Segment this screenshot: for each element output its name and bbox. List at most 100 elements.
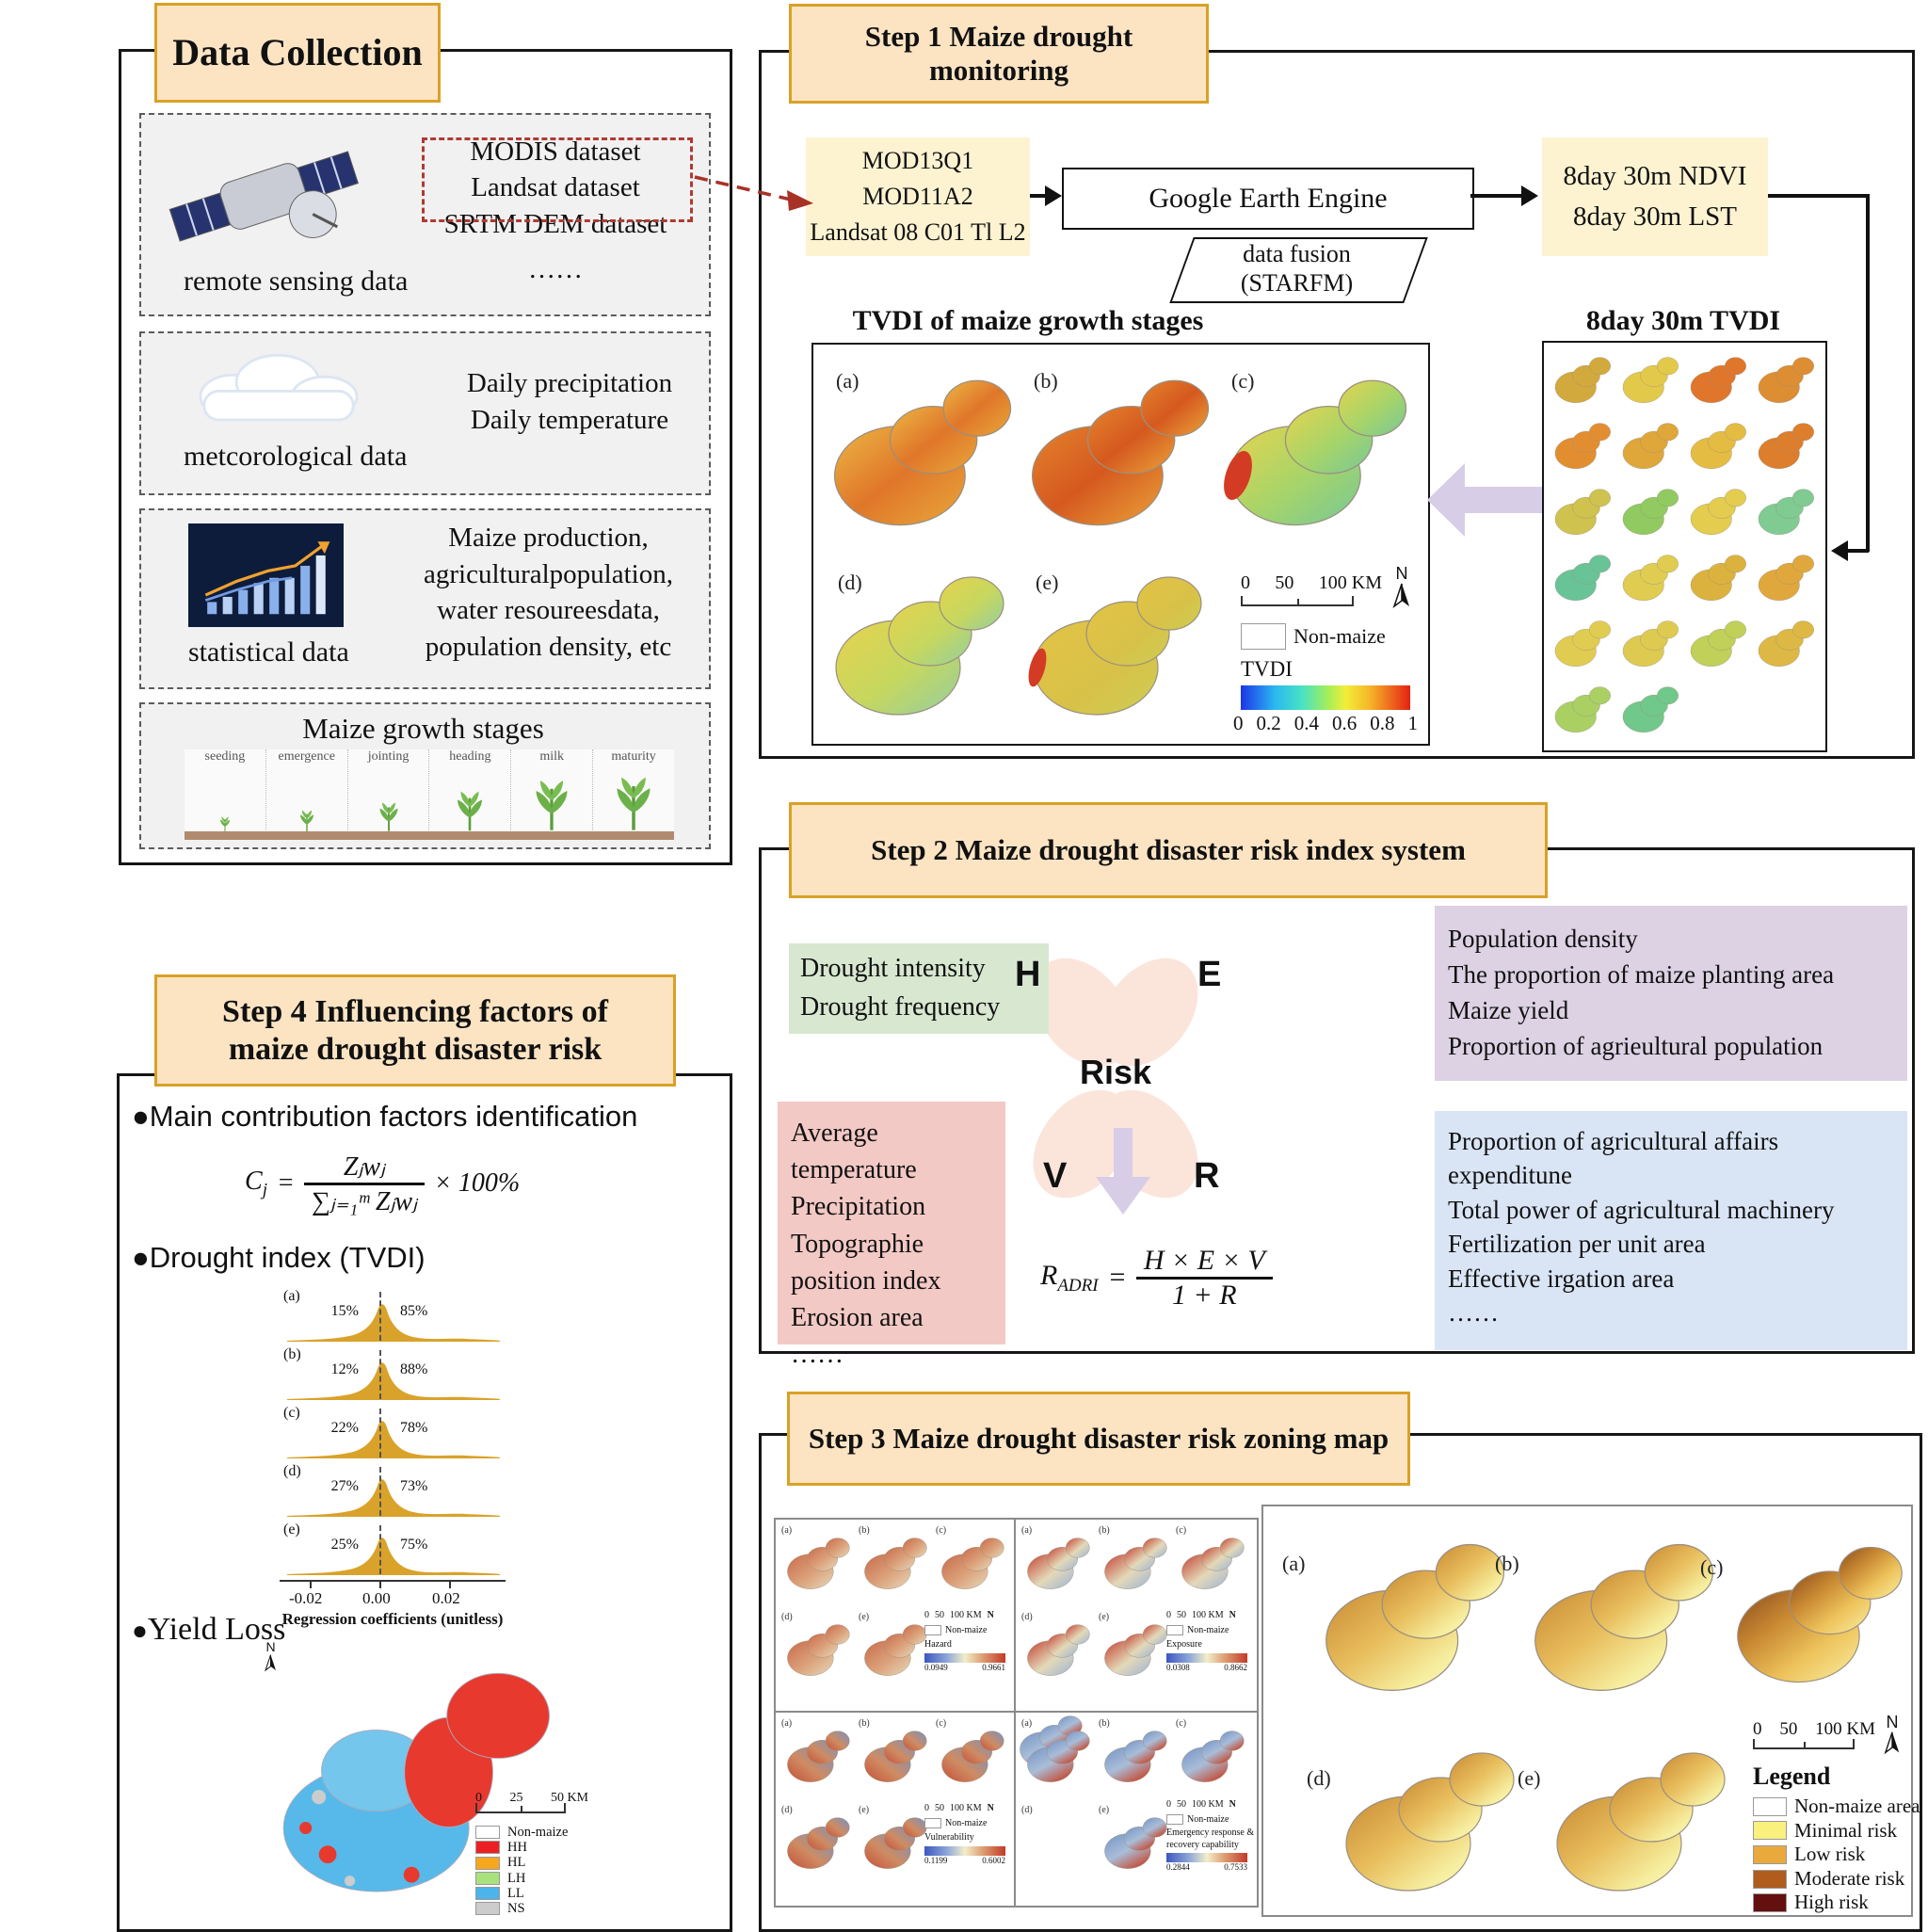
recovery-indicators-box: Proportion of agricultural affairs expen…	[1435, 1111, 1907, 1350]
legend-entry: HH	[475, 1840, 568, 1855]
yield-scalebar: 0 25 50 KM	[475, 1791, 588, 1813]
dataset-ellipsis: ……	[528, 253, 583, 284]
satellite-icon	[169, 151, 359, 242]
map-label-a: (a)	[781, 1525, 793, 1536]
risk-legend: Non-maize area Minimal risk Low risk Mod…	[1753, 1795, 1920, 1915]
formula-fraction: H × E × V 1 + R	[1135, 1245, 1273, 1312]
ridge-plot: (a) 15% 85% (b) 12% 88% (c) 22% 78% (d) …	[280, 1288, 506, 1629]
ridge-row: (a) 15% 85%	[280, 1288, 506, 1346]
panel-name: Emergency response &	[1166, 1827, 1255, 1838]
connector-v	[1866, 194, 1870, 552]
tvdi-grid-map	[1550, 546, 1615, 610]
risk-map-label-e: (e)	[1518, 1766, 1541, 1790]
bullet-icon: ●	[132, 1100, 150, 1133]
map-label-d: (d)	[781, 1612, 793, 1622]
map-label-b: (b)	[859, 1718, 870, 1729]
meteo-line: Daily temperature	[470, 405, 669, 436]
stage-label: heading	[449, 749, 491, 764]
recovery-item: Total power of agricultural machinery	[1448, 1195, 1835, 1224]
legend-entry: Low risk	[1753, 1843, 1920, 1867]
ridge-axis-label: Regression coefficients (unitless)	[281, 1610, 504, 1628]
ridge-axis	[280, 1580, 506, 1589]
map-label-c: (c)	[936, 1718, 947, 1729]
risk-map-a	[1314, 1521, 1514, 1715]
nonmaize-swatch	[924, 1625, 941, 1636]
recovery-item: Fertilization per unit area	[1448, 1230, 1706, 1259]
map-label-b: (b)	[1099, 1718, 1110, 1729]
stage-cell: milk	[511, 749, 594, 840]
map-label-a: (a)	[1021, 1718, 1033, 1729]
tvdi-grid-map	[1617, 348, 1682, 412]
tvdi-grid-map	[1685, 612, 1750, 676]
recovery-item: Effective irgation area	[1448, 1264, 1675, 1293]
legend-swatch	[475, 1826, 500, 1840]
risk-legend-title: Legend	[1753, 1763, 1831, 1790]
map-label-c: (c)	[1176, 1525, 1187, 1536]
arrowhead-gee-ndvi	[1521, 185, 1549, 206]
tvdi-grid-map	[1753, 414, 1818, 478]
stat-line: population density, etc	[425, 631, 672, 662]
flower-v-label: V	[1043, 1156, 1068, 1196]
tick: 0.8	[1370, 712, 1395, 734]
legend-swatch	[475, 1887, 500, 1901]
ridge-curve	[287, 1304, 500, 1342]
arrowhead-input-gee	[1045, 185, 1072, 206]
data-collection-title: Data Collection	[154, 3, 441, 103]
data-fusion-text: data fusion (STARFM)	[1181, 239, 1412, 298]
input-line: Landsat 08 C01 Tl L2	[810, 217, 1026, 246]
tvdi-grid-map	[1617, 480, 1682, 544]
step1-title-text: Step 1 Maize drought monitoring	[864, 20, 1133, 87]
tvdi-grid-map	[1753, 546, 1818, 610]
scale-50: 50	[1275, 572, 1294, 593]
map-label-d: (d)	[1021, 1805, 1033, 1815]
ridge-zero-line	[379, 1350, 381, 1399]
stat-line: water resoureesdata,	[437, 595, 660, 626]
stage-cell: jointing	[348, 749, 430, 840]
legend-swatch	[1753, 1845, 1787, 1865]
red-dashed-arrow	[694, 175, 813, 211]
hazard-ramp	[924, 1652, 1005, 1663]
step1-box	[759, 50, 1915, 759]
north-label: N	[1886, 1713, 1899, 1731]
map-label-e: (e)	[1036, 571, 1059, 594]
statistical-items: Maize production, agriculturalpopulation…	[395, 520, 701, 665]
stage-cell: heading	[429, 749, 512, 840]
scale-0: 0	[1753, 1719, 1762, 1739]
formula-fraction: Zⱼwⱼ ∑ⱼ₌₁ᵐ Zⱼwⱼ	[303, 1151, 425, 1217]
vulnerability-ramp	[924, 1845, 1005, 1856]
stage-label: seeding	[204, 749, 246, 764]
map-label-b: (b)	[859, 1525, 870, 1536]
step2-title: Step 2 Maize drought disaster risk index…	[789, 802, 1548, 898]
emergency-mini-legend: 0 50 100 KM N Non-maize Emergency response …	[1166, 1799, 1255, 1872]
ridge-curve	[287, 1421, 500, 1458]
stage-label: milk	[539, 749, 565, 764]
exposure-item: Maize yield	[1448, 996, 1569, 1024]
risk-flower	[1033, 958, 1198, 1199]
legend-entry: High risk	[1753, 1891, 1920, 1915]
vuln-item: Precipitation	[791, 1192, 926, 1222]
step4-title-line2: maize drought disaster risk	[228, 1031, 602, 1067]
meteo-line: Daily precipitation	[466, 368, 673, 398]
risk-scalebar: 0 50 100 KM	[1753, 1719, 1875, 1749]
legend-swatch	[1753, 1893, 1787, 1913]
hazard-panel: (a) (b) (c) (d) (e) 0 50 100 KM N Non-maize…	[774, 1518, 1016, 1713]
risk-map-label-b: (b)	[1495, 1552, 1519, 1575]
gee-text: Google Earth Engine	[1149, 183, 1388, 214]
remote-sensing-datasets: MODIS dataset Landsat dataset SRTM DEM d…	[414, 134, 697, 287]
tvdi-grid-map	[1550, 414, 1615, 478]
stage-label: jointing	[367, 749, 410, 764]
fusion-line: data fusion	[1243, 239, 1351, 267]
axis-tick: -0.02	[289, 1589, 323, 1607]
fraction-bar	[1135, 1277, 1273, 1280]
north-label: N	[987, 1803, 994, 1813]
vulnerability-indicators-box: Average temperature Precipitation Topogr…	[778, 1102, 1005, 1369]
legend-swatch	[475, 1856, 500, 1870]
exposure-ramp	[1166, 1652, 1247, 1663]
vulnerability-mini-legend: 0 50 100 KM N Non-maize Vulnerability 0.119…	[924, 1803, 1011, 1866]
ridge-label: (e)	[283, 1521, 300, 1538]
panel-name: Vulnerability	[924, 1832, 974, 1843]
panel-name: Hazard	[924, 1639, 952, 1650]
ridge-row: (e) 25% 75%	[280, 1521, 506, 1580]
step1-title: Step 1 Maize drought monitoring	[789, 4, 1209, 104]
plant-icon	[608, 766, 659, 832]
